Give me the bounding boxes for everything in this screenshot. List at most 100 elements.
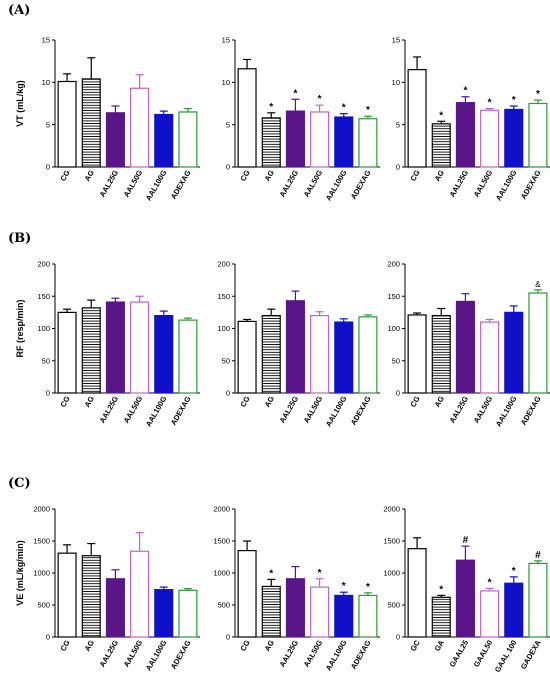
bar-ADEXAG bbox=[358, 316, 378, 394]
x-tick-label: AAL25G bbox=[98, 168, 121, 198]
x-tick-label: AG bbox=[433, 394, 447, 408]
x-tick-label: AAL25G bbox=[278, 394, 301, 424]
bar-AAL100G bbox=[504, 108, 524, 168]
x-tick-label: ADEXAG bbox=[169, 168, 193, 200]
bar-GAAL50 bbox=[480, 590, 500, 638]
x-tick-label: AG bbox=[83, 638, 97, 652]
bar-AAL50G bbox=[310, 586, 330, 638]
x-tick-label: AAL50G bbox=[472, 394, 495, 424]
y-tick-label: 100 bbox=[387, 324, 400, 333]
y-axis-label: VE (mL/kg/min) bbox=[15, 540, 25, 606]
significance-mark: * bbox=[269, 568, 273, 579]
y-tick-label: 15 bbox=[222, 36, 230, 45]
significance-mark: # bbox=[463, 535, 469, 546]
bar-ADEXAG bbox=[358, 118, 378, 168]
significance-mark: * bbox=[269, 102, 273, 113]
y-tick-label: 2000 bbox=[383, 505, 400, 514]
y-tick-label: 50 bbox=[222, 356, 230, 365]
x-tick-label: AAL100G bbox=[324, 638, 349, 672]
y-tick-label: 1500 bbox=[33, 537, 50, 546]
bar-AAL100G bbox=[334, 116, 354, 168]
y-tick-label: 100 bbox=[37, 324, 50, 333]
x-tick-label: CG bbox=[58, 638, 72, 652]
y-tick-label: 150 bbox=[37, 292, 50, 301]
x-tick-label: CG bbox=[238, 394, 252, 408]
x-tick-label: AAL50G bbox=[302, 394, 325, 424]
bar-GC bbox=[407, 548, 427, 638]
x-tick-label: AAL50G bbox=[302, 638, 325, 668]
y-tick-label: 150 bbox=[387, 292, 400, 301]
x-tick-label: GAAL25 bbox=[448, 639, 471, 669]
bar-CG bbox=[57, 311, 77, 394]
x-tick-label: AAL100G bbox=[324, 168, 349, 202]
bar-AG bbox=[81, 555, 101, 638]
x-tick-label: ADEXAG bbox=[349, 394, 373, 426]
significance-mark: * bbox=[366, 582, 370, 593]
bar-CG bbox=[237, 68, 257, 168]
x-tick-label: ADEXAG bbox=[349, 168, 373, 200]
y-tick-label: 5 bbox=[46, 120, 50, 129]
x-tick-label: GADEXA bbox=[519, 638, 543, 671]
y-tick-label: 0 bbox=[46, 633, 50, 642]
bar-AAL100G bbox=[334, 321, 354, 394]
x-tick-label: AAL50G bbox=[302, 168, 325, 198]
bar-AAL50G bbox=[130, 87, 150, 168]
bar-AAL25G bbox=[105, 301, 125, 394]
significance-mark: * bbox=[463, 86, 467, 97]
x-tick-label: AG bbox=[263, 394, 277, 408]
y-tick-label: 1000 bbox=[213, 569, 230, 578]
bar-ADEXAG bbox=[528, 102, 548, 168]
bar-AAL50G bbox=[480, 321, 500, 394]
y-tick-label: 2000 bbox=[213, 505, 230, 514]
chart-panel-8: 0 500 1000 1500 2000 CG * AG AAL25G * AAL50G * AAL10… bbox=[213, 505, 380, 672]
significance-mark: * bbox=[366, 105, 370, 116]
significance-mark: * bbox=[439, 110, 443, 121]
bar-AAL50G bbox=[480, 109, 500, 168]
y-tick-label: 0 bbox=[46, 389, 50, 398]
significance-mark: * bbox=[318, 568, 322, 579]
bar-GADEXA bbox=[528, 562, 548, 638]
y-tick-label: 0 bbox=[396, 633, 400, 642]
y-tick-label: 500 bbox=[217, 601, 230, 610]
x-tick-label: AG bbox=[263, 168, 277, 182]
x-tick-label: AAL100G bbox=[144, 638, 169, 672]
bar-AAL25G bbox=[105, 112, 125, 168]
y-tick-label: 0 bbox=[396, 163, 400, 172]
y-tick-label: 1000 bbox=[383, 569, 400, 578]
bar-AAL50G bbox=[130, 301, 150, 394]
chart-panel-5: 0 50 100 150 200 CG AG AAL25G AAL50G AAL100G ADEXA… bbox=[217, 260, 380, 428]
bar-AAL100G bbox=[154, 113, 174, 168]
significance-mark: * bbox=[512, 566, 516, 577]
y-tick-label: 0 bbox=[226, 633, 230, 642]
bar-ADEXAG bbox=[358, 594, 378, 638]
bar-ADEXAG bbox=[528, 292, 548, 394]
bar-ADEXAG bbox=[178, 111, 198, 168]
x-tick-label: ADEXAG bbox=[169, 638, 193, 670]
x-tick-label: AAL100G bbox=[324, 394, 349, 428]
y-tick-label: 10 bbox=[392, 78, 400, 87]
bar-AG bbox=[431, 315, 451, 394]
bar-CG bbox=[237, 549, 257, 638]
x-tick-label: AAL25G bbox=[278, 168, 301, 198]
y-tick-label: 10 bbox=[222, 78, 230, 87]
bar-CG bbox=[407, 314, 427, 394]
x-tick-label: AAL50G bbox=[122, 168, 145, 198]
y-tick-label: 200 bbox=[387, 260, 400, 269]
x-tick-label: AG bbox=[263, 638, 277, 652]
x-tick-label: CG bbox=[408, 394, 422, 408]
x-tick-label: AG bbox=[83, 168, 97, 182]
significance-mark: * bbox=[439, 584, 443, 595]
y-tick-label: 200 bbox=[37, 260, 50, 269]
x-tick-label: CG bbox=[238, 168, 252, 182]
significance-mark: * bbox=[293, 88, 297, 99]
bar-AAL100G bbox=[504, 311, 524, 394]
bar-AAL100G bbox=[154, 589, 174, 638]
x-tick-label: AAL100G bbox=[144, 394, 169, 428]
chart-panel-1: (A) VT (mL/kg) 0 5 10 15 CG AG AAL25G AAL50G AAL10… bbox=[8, 3, 200, 202]
bar-AAL25G bbox=[105, 578, 125, 638]
x-tick-label: AAL50G bbox=[122, 394, 145, 424]
x-tick-label: AAL25G bbox=[448, 394, 471, 424]
significance-mark: & bbox=[535, 280, 541, 289]
